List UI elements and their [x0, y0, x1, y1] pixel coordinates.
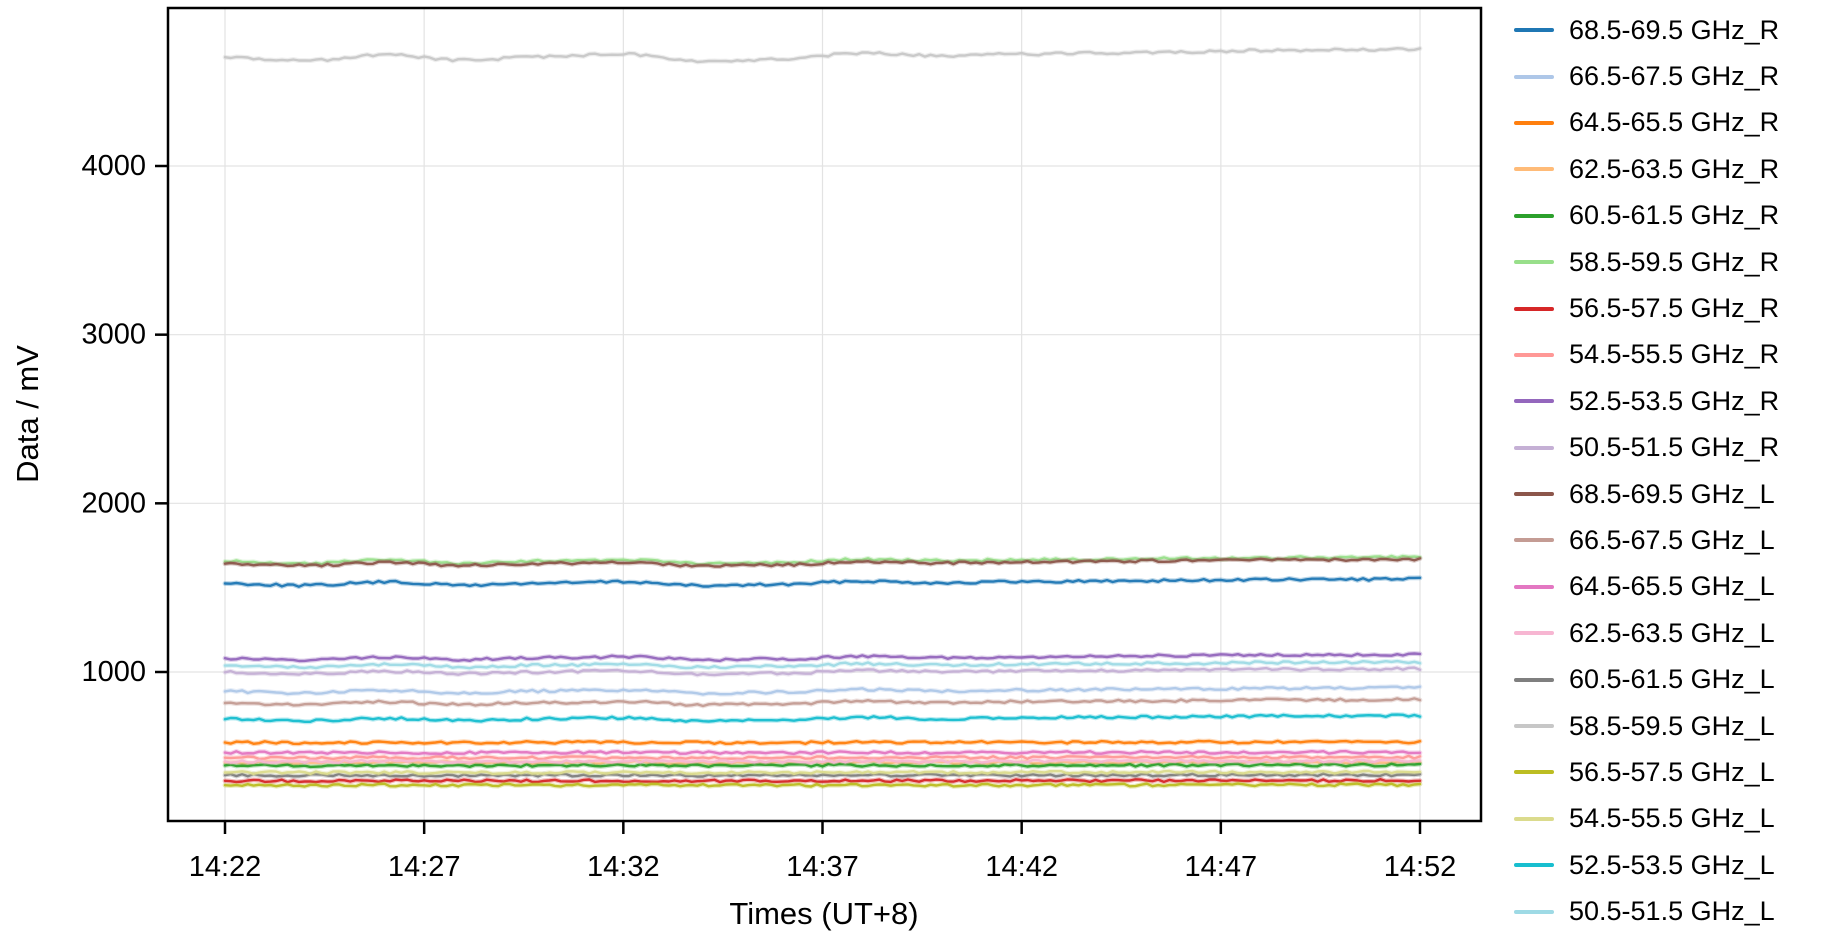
y-tick-label: 4000 [81, 150, 146, 182]
legend-item: 62.5-63.5 GHz_R [1514, 146, 1779, 192]
legend-label: 64.5-65.5 GHz_L [1569, 571, 1775, 602]
legend-label: 54.5-55.5 GHz_L [1569, 803, 1775, 834]
legend-item: 52.5-53.5 GHz_L [1514, 842, 1779, 888]
plot-area: 14:22 14:27 14:32 14:37 14:42 14:47 14:52 1000 2… [81, 6, 1483, 883]
legend-line-swatch [1514, 538, 1554, 543]
y-axis-label: Data / mV [10, 345, 45, 483]
legend-label: 60.5-61.5 GHz_L [1569, 664, 1775, 695]
x-tick-label: 14:32 [587, 851, 660, 883]
legend-label: 50.5-51.5 GHz_R [1569, 432, 1780, 463]
x-tick-label: 14:42 [985, 851, 1058, 883]
legend-line-swatch [1514, 863, 1554, 868]
legend-item: 50.5-51.5 GHz_R [1514, 425, 1779, 471]
legend-label: 56.5-57.5 GHz_L [1569, 756, 1775, 787]
legend-line-swatch [1514, 445, 1554, 450]
legend-item: 54.5-55.5 GHz_R [1514, 332, 1779, 378]
series-line-64.5-65.5-ghz_r [223, 739, 1422, 746]
legend-line-swatch [1514, 770, 1554, 775]
legend-label: 62.5-63.5 GHz_R [1569, 153, 1780, 184]
legend-item: 66.5-67.5 GHz_L [1514, 517, 1779, 563]
series-line-58.5-59.5-ghz_l [223, 47, 1422, 64]
x-tick-label: 14:37 [786, 851, 859, 883]
legend-line-swatch [1514, 213, 1554, 218]
series-line-66.5-67.5-ghz_r [223, 685, 1422, 696]
series-line-54.5-55.5-ghz_l [223, 769, 1422, 776]
x-tick-label: 14:22 [189, 851, 262, 883]
legend-line-swatch [1514, 260, 1554, 265]
legend-line-swatch [1514, 492, 1554, 497]
legend-label: 58.5-59.5 GHz_R [1569, 246, 1780, 277]
legend-label: 52.5-53.5 GHz_L [1569, 849, 1775, 880]
legend-label: 60.5-61.5 GHz_R [1569, 200, 1780, 231]
legend-item: 58.5-59.5 GHz_L [1514, 703, 1779, 749]
legend-item: 68.5-69.5 GHz_L [1514, 471, 1779, 517]
legend-line-swatch [1514, 677, 1554, 682]
legend-item: 68.5-69.5 GHz_R [1514, 7, 1779, 53]
series-line-66.5-67.5-ghz_l [223, 697, 1422, 708]
legend-label: 56.5-57.5 GHz_R [1569, 293, 1780, 324]
legend-label: 68.5-69.5 GHz_L [1569, 478, 1775, 509]
series-line-50.5-51.5-ghz_r [223, 666, 1422, 677]
legend-line-swatch [1514, 816, 1554, 821]
series-line-54.5-55.5-ghz_r [223, 754, 1422, 761]
legend: 68.5-69.5 GHz_R 66.5-67.5 GHz_R 64.5-65.5 … [1514, 7, 1779, 935]
plot-border [166, 6, 1483, 823]
legend-item: 66.5-67.5 GHz_R [1514, 53, 1779, 99]
y-tick-label: 2000 [81, 487, 146, 519]
series-line-52.5-53.5-ghz_r [223, 652, 1422, 663]
legend-item: 64.5-65.5 GHz_R [1514, 100, 1779, 146]
x-tick-label: 14:27 [388, 851, 461, 883]
legend-label: 66.5-67.5 GHz_L [1569, 524, 1775, 555]
series-line-50.5-51.5-ghz_l [223, 659, 1422, 670]
legend-line-swatch [1514, 120, 1554, 125]
y-tick-label: 1000 [81, 656, 146, 688]
legend-label: 66.5-67.5 GHz_R [1569, 61, 1780, 92]
x-axis-label: Times (UT+8) [729, 896, 918, 931]
legend-item: 56.5-57.5 GHz_L [1514, 749, 1779, 795]
legend-line-swatch [1514, 909, 1554, 914]
legend-label: 58.5-59.5 GHz_L [1569, 710, 1775, 741]
legend-item: 50.5-51.5 GHz_L [1514, 888, 1779, 934]
series-line-60.5-61.5-ghz_r [223, 762, 1422, 769]
legend-item: 64.5-65.5 GHz_L [1514, 564, 1779, 610]
legend-line-swatch [1514, 584, 1554, 589]
legend-line-swatch [1514, 724, 1554, 729]
series-line-68.5-69.5-ghz_r [223, 576, 1422, 588]
series-line-56.5-57.5-ghz_l [223, 782, 1422, 788]
series-line-68.5-69.5-ghz_l [223, 557, 1422, 568]
legend-item: 56.5-57.5 GHz_R [1514, 285, 1779, 331]
y-tick-label: 3000 [81, 319, 146, 351]
legend-label: 68.5-69.5 GHz_R [1569, 14, 1780, 45]
x-tick-label: 14:47 [1185, 851, 1258, 883]
legend-label: 62.5-63.5 GHz_L [1569, 617, 1775, 648]
series-line-62.5-63.5-ghz_l [223, 758, 1422, 764]
series-line-64.5-65.5-ghz_l [223, 749, 1422, 756]
legend-item: 60.5-61.5 GHz_L [1514, 656, 1779, 702]
legend-item: 54.5-55.5 GHz_L [1514, 796, 1779, 842]
legend-line-swatch [1514, 631, 1554, 636]
legend-line-swatch [1514, 74, 1554, 79]
legend-item: 58.5-59.5 GHz_R [1514, 239, 1779, 285]
series-line-52.5-53.5-ghz_l [223, 713, 1422, 723]
legend-line-swatch [1514, 167, 1554, 172]
legend-line-swatch [1514, 399, 1554, 404]
legend-item: 60.5-61.5 GHz_R [1514, 193, 1779, 239]
legend-item: 52.5-53.5 GHz_R [1514, 378, 1779, 424]
x-tick-label: 14:52 [1384, 851, 1457, 883]
legend-line-swatch [1514, 352, 1554, 357]
legend-line-swatch [1514, 28, 1554, 33]
legend-label: 54.5-55.5 GHz_R [1569, 339, 1780, 370]
series-line-56.5-57.5-ghz_r [223, 778, 1422, 784]
legend-label: 52.5-53.5 GHz_R [1569, 385, 1780, 416]
legend-item: 62.5-63.5 GHz_L [1514, 610, 1779, 656]
legend-label: 64.5-65.5 GHz_R [1569, 107, 1780, 138]
legend-line-swatch [1514, 306, 1554, 311]
legend-label: 50.5-51.5 GHz_L [1569, 896, 1775, 927]
